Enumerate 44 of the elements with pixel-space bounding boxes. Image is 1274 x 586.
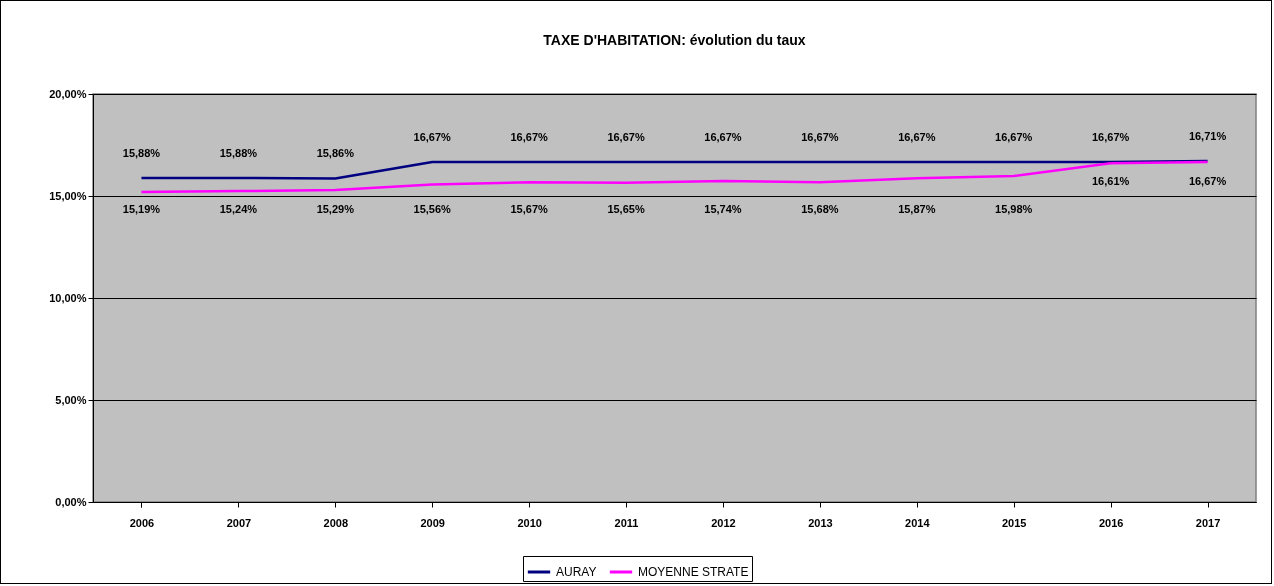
data-label: 15,86% <box>316 147 355 160</box>
data-label: 16,67% <box>801 130 839 143</box>
data-label: 16,67% <box>413 130 452 143</box>
data-label: 15,67% <box>510 203 548 215</box>
x-tick-label: 2007 <box>226 516 252 529</box>
data-label: 15,29% <box>316 203 355 215</box>
data-label: 16,67% <box>898 130 936 143</box>
y-tick-label: 0,00% <box>55 495 87 508</box>
y-tick-label: 5,00% <box>55 393 87 406</box>
x-tick-label: 2008 <box>323 516 349 529</box>
data-label: 16,67% <box>995 130 1033 143</box>
x-tick-label: 2017 <box>1195 516 1221 529</box>
data-label: 16,67% <box>510 130 548 143</box>
data-label: 16,61% <box>1091 175 1130 187</box>
chart-title: TAXE D'HABITATION: évolution du taux <box>543 32 806 48</box>
x-tick-label: 2016 <box>1098 516 1124 529</box>
data-label: 15,88% <box>122 147 161 160</box>
data-label: 15,65% <box>607 203 645 215</box>
y-tick-label: 20,00% <box>49 87 87 100</box>
x-tick-label: 2011 <box>614 516 639 529</box>
x-tick-label: 2015 <box>1001 516 1027 529</box>
x-tick-label: 2009 <box>420 516 445 529</box>
data-label: 15,88% <box>219 147 258 160</box>
y-tick-label: 15,00% <box>49 189 87 202</box>
data-label: 15,56% <box>413 203 452 215</box>
x-tick-label: 2006 <box>129 516 155 529</box>
data-label: 15,74% <box>704 203 742 215</box>
y-tick-label: 10,00% <box>49 291 87 304</box>
data-label: 16,71% <box>1188 130 1227 143</box>
data-label: 15,98% <box>995 203 1033 215</box>
data-label: 16,67% <box>1188 175 1227 187</box>
x-tick-label: 2012 <box>711 516 736 529</box>
legend-label: MOYENNE STRATE <box>638 565 749 579</box>
data-label: 16,67% <box>1091 130 1130 143</box>
legend-label: AURAY <box>556 565 597 579</box>
data-label: 15,24% <box>219 203 258 215</box>
x-tick-label: 2013 <box>808 516 833 529</box>
x-tick-label: 2010 <box>517 516 542 529</box>
x-tick-label: 2014 <box>905 516 931 529</box>
data-label: 15,19% <box>122 203 161 215</box>
data-label: 15,87% <box>898 203 936 215</box>
data-label: 16,67% <box>704 130 742 143</box>
data-label: 16,67% <box>607 130 645 143</box>
data-label: 15,68% <box>801 203 839 215</box>
